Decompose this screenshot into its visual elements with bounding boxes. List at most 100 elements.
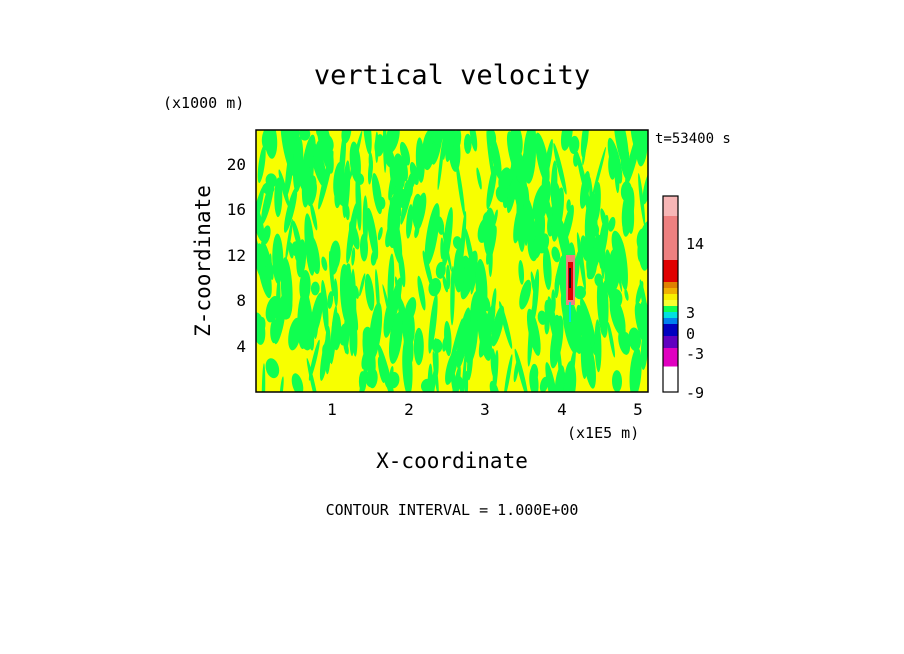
contour-region-negative [428, 293, 438, 354]
contour-region-negative [359, 233, 369, 262]
contour-region-negative [607, 321, 615, 358]
contour-region-negative [279, 292, 293, 320]
contour-region-negative [422, 250, 434, 289]
contour-region-negative [310, 281, 320, 296]
contour-region-negative [469, 130, 478, 152]
contour-region-negative [490, 348, 496, 378]
colorbar-tick-label: 0 [686, 325, 695, 343]
colorbar: 14 3 0 -3 -9 [662, 195, 704, 402]
contour-region-negative [600, 208, 609, 233]
colorbar-swatch [663, 312, 678, 319]
colorbar-tick-label: 3 [686, 304, 695, 322]
contour-region-negative [362, 195, 369, 246]
contour-region-negative [553, 143, 567, 195]
contour-region-negative [618, 329, 631, 355]
contour-region-negative [519, 279, 532, 310]
y-axis: 4 8 12 16 20 Z-coordinate [191, 155, 246, 356]
plot-frame [255, 129, 649, 393]
time-label: t=53400 s [655, 131, 731, 147]
contour-region-negative [392, 153, 406, 191]
chart-title: vertical velocity [314, 60, 590, 91]
contour-region-negative [551, 246, 561, 263]
contour-region-negative [440, 237, 444, 260]
contour-region-negative [414, 192, 427, 231]
contour-region-negative [624, 288, 629, 301]
y-tick-label: 4 [236, 337, 246, 356]
contour-region-negative [582, 137, 587, 166]
x-axis: 1 2 3 4 5 (x1E5 m) X-coordinate [327, 400, 643, 473]
contour-region-negative [608, 216, 616, 232]
y-tick-label: 8 [236, 291, 246, 310]
contour-region-negative [561, 204, 574, 246]
contour-region-negative [321, 256, 328, 271]
colorbar-swatch [663, 300, 678, 307]
colorbar-swatch [663, 318, 678, 325]
contour-region-negative [398, 250, 406, 288]
contour-region-negative [436, 216, 445, 235]
contour-region-negative [403, 179, 413, 200]
contour-region-negative [566, 199, 571, 212]
contour-region-negative [573, 285, 587, 300]
contour-fill [256, 130, 648, 392]
y-tick-label: 12 [227, 246, 246, 265]
contour-region-negative [321, 279, 329, 334]
x-unit-label: (x1E5 m) [567, 424, 639, 442]
contour-region-negative [613, 130, 629, 170]
contour-region-negative [356, 357, 369, 392]
contour-region-negative [288, 242, 294, 259]
contour-region-negative [333, 278, 338, 307]
colorbar-tick-label: -3 [686, 345, 704, 363]
contour-region-negative [629, 347, 642, 392]
plot-area [255, 129, 649, 393]
contour-region-negative [437, 136, 445, 191]
contour-region-negative [554, 252, 566, 291]
contour-region-negative [579, 171, 591, 209]
contour-region-negative [453, 246, 465, 293]
contour-region-negative [617, 238, 628, 291]
contour-region-negative [351, 247, 356, 266]
contour-region-negative [430, 130, 440, 146]
x-tick-label: 4 [557, 400, 567, 419]
colorbar-swatch [663, 306, 678, 313]
contour-region-negative [576, 232, 586, 291]
contour-region-negative [366, 207, 379, 260]
contour-region-negative [591, 146, 606, 201]
contour-region-negative [345, 205, 350, 221]
contour-region-negative [600, 241, 605, 279]
contour-region-negative [424, 203, 440, 266]
contour-region-negative [399, 141, 411, 166]
contour-region-negative [498, 167, 512, 192]
contour-region-negative [452, 236, 463, 250]
contour-region-negative [638, 173, 646, 226]
contour-region-negative [256, 207, 265, 242]
contour-region-negative [362, 329, 376, 378]
contour-region-negative [304, 213, 316, 276]
contour-region-negative [385, 130, 400, 153]
contour-region-negative [586, 257, 597, 280]
contour-region-negative [492, 209, 498, 228]
contour-region-negative [383, 297, 395, 338]
contour-region-negative [417, 275, 426, 311]
contour-region-negative [580, 321, 589, 379]
contour-region-negative [265, 173, 278, 188]
contour-region-negative [341, 130, 352, 144]
contour-region-negative [264, 130, 278, 159]
contour-region-negative [638, 300, 648, 331]
contour-region-negative [275, 276, 281, 332]
contour-region-negative [308, 339, 320, 381]
contour-region-negative [355, 173, 365, 185]
contour-region-negative [299, 270, 311, 303]
contour-region-negative [415, 137, 425, 183]
colorbar-swatch [663, 260, 678, 283]
colorbar-swatches [663, 196, 678, 367]
contour-region-negative [374, 134, 385, 157]
colorbar-swatch [663, 288, 678, 295]
x-axis-label: X-coordinate [376, 449, 528, 473]
contour-region-negative [431, 141, 436, 165]
colorbar-swatch [663, 294, 678, 301]
contour-region-negative [297, 291, 310, 349]
contour-region-negative [346, 202, 358, 264]
contour-region-negative [382, 130, 387, 173]
contour-region-negative [378, 196, 386, 210]
contour-region-negative [486, 163, 497, 210]
